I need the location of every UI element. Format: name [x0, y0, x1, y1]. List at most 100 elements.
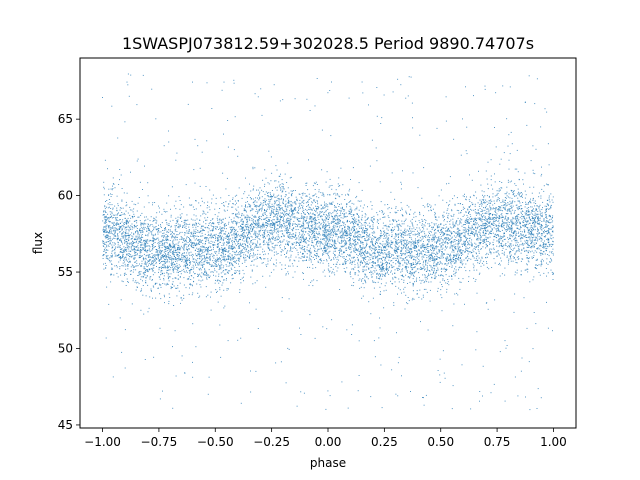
data-point: [341, 228, 343, 230]
data-point: [271, 257, 272, 259]
data-point: [494, 127, 495, 128]
data-point: [157, 250, 159, 252]
data-point: [405, 294, 407, 296]
data-point: [229, 263, 230, 264]
data-point: [199, 254, 201, 255]
data-point: [410, 209, 412, 211]
data-point: [134, 245, 136, 247]
data-point: [144, 268, 146, 270]
data-point: [552, 215, 554, 217]
data-point: [318, 242, 320, 244]
data-point: [116, 227, 118, 229]
data-point: [503, 254, 505, 256]
data-point: [374, 252, 376, 254]
data-point: [422, 255, 424, 257]
data-point: [219, 289, 221, 291]
data-point: [328, 230, 330, 232]
data-point: [124, 265, 126, 267]
data-point: [327, 268, 329, 270]
data-point: [511, 231, 512, 233]
data-point: [436, 242, 437, 244]
data-point: [445, 282, 447, 284]
data-point: [126, 241, 128, 243]
data-point: [508, 228, 510, 230]
data-point: [529, 257, 530, 259]
data-point: [131, 303, 133, 305]
data-point: [341, 250, 343, 252]
data-point: [224, 242, 225, 244]
data-point: [158, 224, 159, 226]
data-point: [189, 264, 190, 266]
data-point: [545, 244, 547, 246]
data-point: [165, 267, 167, 269]
data-point: [410, 237, 412, 239]
data-point: [376, 87, 378, 88]
data-point: [537, 231, 539, 232]
data-point: [395, 242, 397, 244]
data-point: [376, 251, 378, 253]
data-point: [499, 206, 501, 208]
data-point: [165, 219, 167, 221]
data-point: [103, 181, 105, 183]
data-point: [501, 242, 503, 244]
data-point: [389, 242, 391, 244]
data-point: [398, 236, 399, 238]
data-point: [546, 208, 548, 210]
data-point: [320, 247, 322, 249]
data-point: [499, 209, 501, 211]
data-point: [288, 214, 290, 216]
data-point: [328, 241, 330, 243]
data-point: [489, 251, 491, 253]
data-point: [294, 217, 296, 219]
data-point: [379, 218, 381, 220]
data-point: [402, 275, 403, 276]
data-point: [238, 213, 240, 215]
data-point: [244, 217, 246, 219]
data-point: [264, 185, 265, 187]
data-point: [197, 145, 199, 147]
data-point: [133, 249, 135, 251]
data-point: [434, 247, 436, 249]
data-point: [280, 189, 282, 191]
data-point: [416, 233, 418, 235]
data-point: [545, 222, 547, 224]
data-point: [302, 249, 304, 251]
data-point: [531, 257, 533, 259]
data-point: [156, 229, 157, 231]
data-point: [205, 240, 207, 242]
data-point: [234, 270, 236, 272]
data-point: [383, 233, 384, 235]
data-point: [295, 226, 297, 228]
data-point: [136, 230, 138, 232]
data-point: [140, 273, 142, 275]
data-point: [552, 248, 554, 250]
data-point: [115, 214, 117, 216]
data-point: [350, 244, 352, 246]
data-point: [176, 234, 178, 236]
data-point: [539, 227, 541, 229]
data-point: [235, 233, 237, 235]
data-point: [346, 215, 348, 217]
data-point: [386, 272, 388, 274]
data-point: [290, 176, 292, 178]
data-point: [364, 273, 366, 275]
data-point: [178, 272, 179, 273]
data-point: [379, 242, 381, 244]
data-point: [167, 275, 169, 277]
data-point: [279, 214, 281, 216]
data-point: [472, 254, 474, 256]
data-point: [495, 218, 497, 220]
data-point: [213, 223, 215, 225]
data-point: [412, 172, 414, 174]
data-point: [111, 212, 113, 214]
data-point: [395, 250, 397, 251]
data-point: [468, 281, 469, 282]
data-point: [172, 253, 174, 255]
data-point: [386, 226, 388, 228]
data-point: [183, 225, 185, 227]
data-point: [327, 225, 329, 226]
data-point: [105, 257, 107, 259]
data-point: [489, 232, 491, 234]
data-point: [489, 221, 491, 223]
